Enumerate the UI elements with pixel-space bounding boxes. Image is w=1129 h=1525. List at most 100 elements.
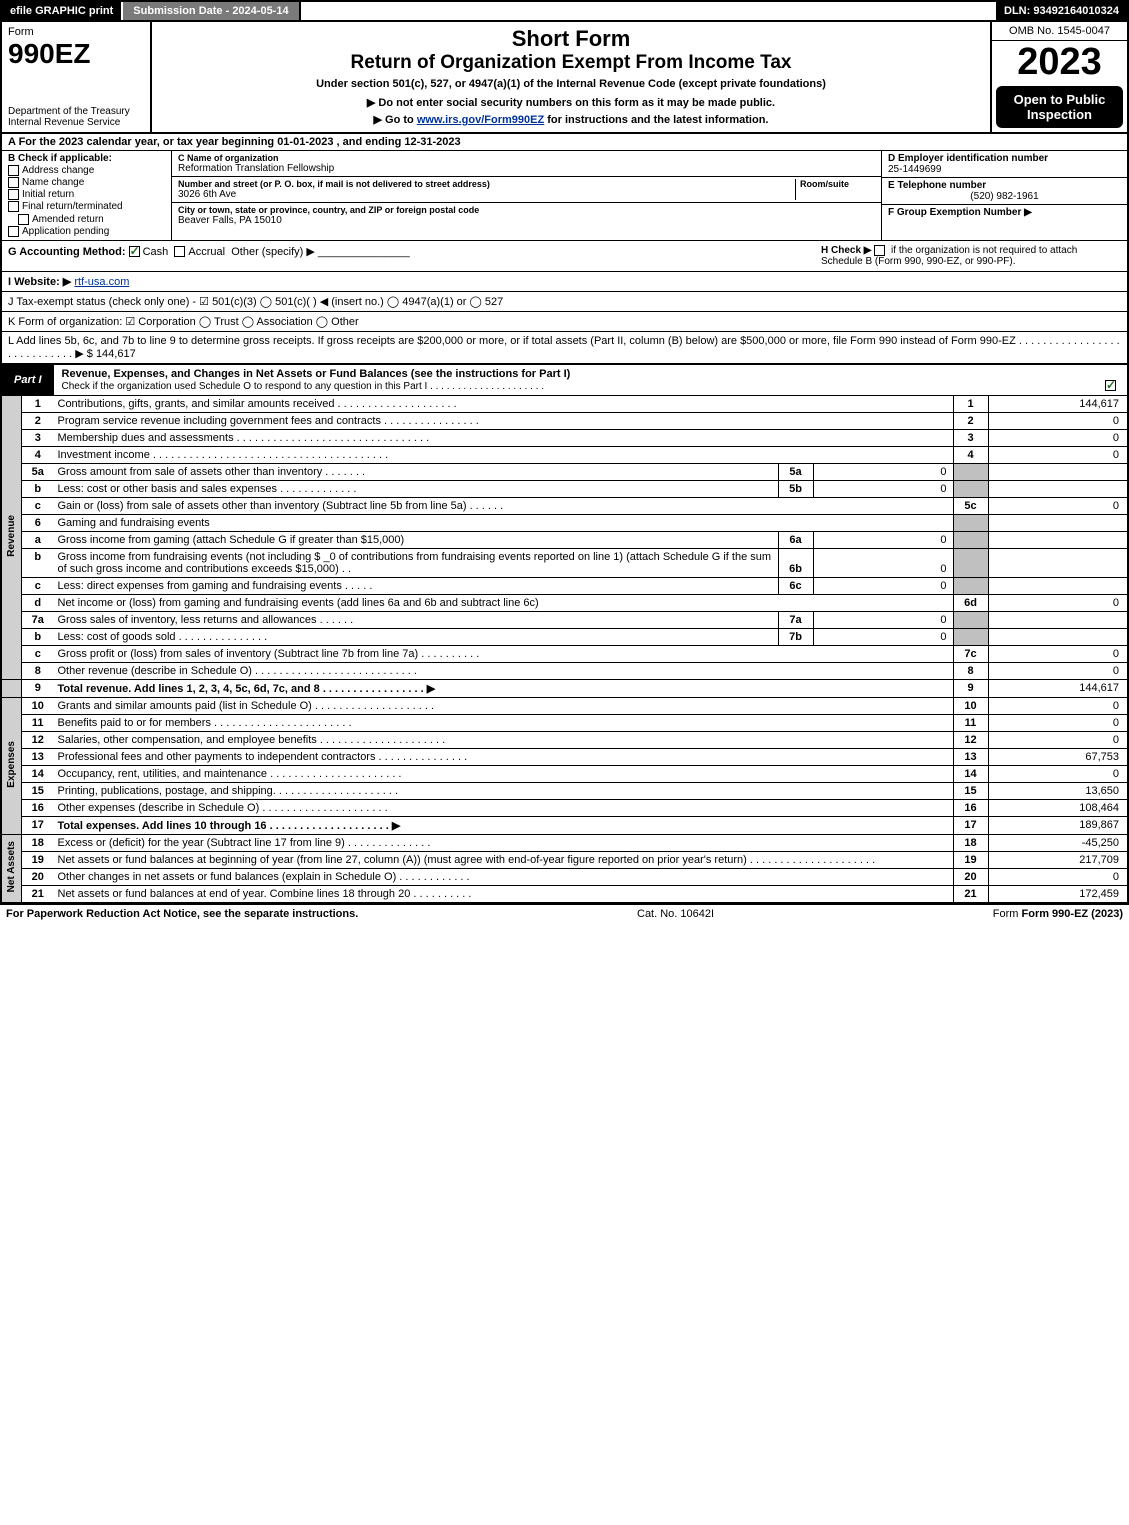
cb-initial[interactable]: Initial return xyxy=(8,189,165,200)
department: Department of the Treasury Internal Reve… xyxy=(8,106,144,128)
ln: 8 xyxy=(22,662,54,679)
cb-schedule-o[interactable] xyxy=(1105,380,1116,391)
cell-city: City or town, state or province, country… xyxy=(172,203,881,228)
col-b-checkboxes: B Check if applicable: Address change Na… xyxy=(2,151,172,240)
title-2: Return of Organization Exempt From Incom… xyxy=(160,52,982,74)
col-cde: C Name of organization Reformation Trans… xyxy=(172,151,1127,240)
cb-pending[interactable]: Application pending xyxy=(8,226,165,237)
desc: Salaries, other compensation, and employ… xyxy=(54,731,954,748)
ln: 13 xyxy=(22,748,54,765)
part1-label: Part I xyxy=(2,371,54,389)
ml: 5b xyxy=(778,480,813,497)
subtitle-1: Under section 501(c), 527, or 4947(a)(1)… xyxy=(160,78,982,90)
val: 144,617 xyxy=(988,679,1128,697)
nc: 15 xyxy=(953,782,988,799)
part1-header: Part I Revenue, Expenses, and Changes in… xyxy=(0,364,1129,396)
desc: Other revenue (describe in Schedule O) .… xyxy=(54,662,954,679)
desc: Contributions, gifts, grants, and simila… xyxy=(54,396,954,413)
row-a: A For the 2023 calendar year, or tax yea… xyxy=(0,134,1129,151)
room-label: Room/suite xyxy=(800,179,875,189)
val xyxy=(988,611,1128,628)
row-l-text: L Add lines 5b, 6c, and 7b to line 9 to … xyxy=(8,335,1120,360)
efile-print-button[interactable]: efile GRAPHIC print xyxy=(2,2,123,20)
val: 0 xyxy=(988,446,1128,463)
city: Beaver Falls, PA 15010 xyxy=(178,215,875,226)
footer: For Paperwork Reduction Act Notice, see … xyxy=(0,903,1129,923)
ln: d xyxy=(22,594,54,611)
val xyxy=(988,577,1128,594)
mv: 0 xyxy=(813,611,953,628)
ln: 16 xyxy=(22,799,54,816)
cell-group-exempt: F Group Exemption Number ▶ xyxy=(882,205,1127,220)
subtitle-2: ▶ Do not enter social security numbers o… xyxy=(160,96,982,109)
val xyxy=(988,463,1128,480)
desc: Investment income . . . . . . . . . . . … xyxy=(54,446,954,463)
footer-mid: Cat. No. 10642I xyxy=(637,908,714,920)
row-g: G Accounting Method: Cash Accrual Other … xyxy=(0,241,1129,272)
row-i: I Website: ▶ rtf-usa.com xyxy=(0,272,1129,292)
cb-h[interactable] xyxy=(874,245,885,256)
desc: Printing, publications, postage, and shi… xyxy=(54,782,954,799)
website-link[interactable]: rtf-usa.com xyxy=(74,276,129,288)
ln: 1 xyxy=(22,396,54,413)
form-number: 990EZ xyxy=(8,38,144,70)
val: 0 xyxy=(988,497,1128,514)
accrual-label: Accrual xyxy=(188,246,225,258)
col-b-label: B Check if applicable: xyxy=(8,153,165,164)
submission-date: Submission Date - 2024-05-14 xyxy=(123,2,300,20)
subtitle-3: ▶ Go to www.irs.gov/Form990EZ for instru… xyxy=(160,113,982,126)
val xyxy=(988,514,1128,531)
side-blank xyxy=(1,679,22,697)
nc: 2 xyxy=(953,412,988,429)
desc: Total expenses. Add lines 10 through 16 … xyxy=(54,816,954,834)
sub3-pre: ▶ Go to xyxy=(374,114,417,126)
nc: 3 xyxy=(953,429,988,446)
cb-address[interactable]: Address change xyxy=(8,165,165,176)
open-public-badge: Open to Public Inspection xyxy=(996,86,1123,128)
desc: Occupancy, rent, utilities, and maintena… xyxy=(54,765,954,782)
val: 172,459 xyxy=(988,885,1128,902)
val: 67,753 xyxy=(988,748,1128,765)
desc: Grants and similar amounts paid (list in… xyxy=(54,697,954,714)
nc: 18 xyxy=(953,834,988,851)
section-bc: B Check if applicable: Address change Na… xyxy=(0,151,1129,241)
nc: 19 xyxy=(953,851,988,868)
nc: 11 xyxy=(953,714,988,731)
cb-cash[interactable] xyxy=(129,246,140,257)
nc: 1 xyxy=(953,396,988,413)
desc: Gross sales of inventory, less returns a… xyxy=(54,611,779,628)
gray xyxy=(953,577,988,594)
val: 108,464 xyxy=(988,799,1128,816)
mv: 0 xyxy=(813,480,953,497)
val: 0 xyxy=(988,662,1128,679)
website-label: I Website: ▶ xyxy=(8,276,71,288)
desc: Benefits paid to or for members . . . . … xyxy=(54,714,954,731)
nc: 4 xyxy=(953,446,988,463)
ln: 6 xyxy=(22,514,54,531)
footer-left: For Paperwork Reduction Act Notice, see … xyxy=(6,908,358,920)
cb-accrual[interactable] xyxy=(174,246,185,257)
cb-amended[interactable]: Amended return xyxy=(8,214,165,225)
irs-link[interactable]: www.irs.gov/Form990EZ xyxy=(417,114,544,126)
gray xyxy=(953,480,988,497)
val: 13,650 xyxy=(988,782,1128,799)
title-1: Short Form xyxy=(160,26,982,52)
form-word: Form xyxy=(8,26,144,38)
side-revenue: Revenue xyxy=(1,396,22,680)
val: 0 xyxy=(988,765,1128,782)
cb-name[interactable]: Name change xyxy=(8,177,165,188)
nc: 14 xyxy=(953,765,988,782)
desc: Total revenue. Add lines 1, 2, 3, 4, 5c,… xyxy=(54,679,954,697)
ln: 12 xyxy=(22,731,54,748)
val: 189,867 xyxy=(988,816,1128,834)
col-c: C Name of organization Reformation Trans… xyxy=(172,151,882,240)
cb-final[interactable]: Final return/terminated xyxy=(8,201,165,212)
ein-label: D Employer identification number xyxy=(888,153,1121,164)
part1-title: Revenue, Expenses, and Changes in Net As… xyxy=(54,364,1127,396)
phone: (520) 982-1961 xyxy=(888,191,1121,202)
nc: 5c xyxy=(953,497,988,514)
desc: Less: cost of goods sold . . . . . . . .… xyxy=(54,628,779,645)
ln: 21 xyxy=(22,885,54,902)
ln: 10 xyxy=(22,697,54,714)
val: 0 xyxy=(988,429,1128,446)
